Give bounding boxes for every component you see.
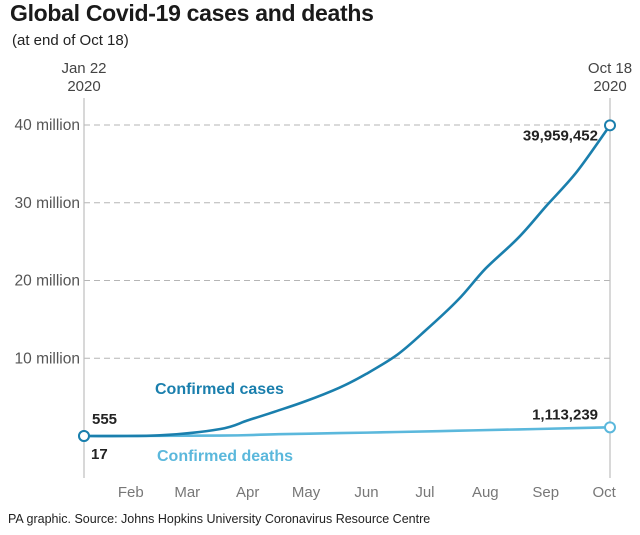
chart-subtitle: (at end of Oct 18)	[12, 32, 129, 49]
deaths-end-value: 1,113,239	[532, 406, 598, 423]
cases-series-label: Confirmed cases	[155, 381, 284, 398]
start-date-year: 2020	[67, 78, 100, 95]
cases-end-value: 39,959,452	[523, 127, 598, 144]
y-tick-label: 10 million	[15, 350, 80, 367]
grid-lines	[84, 124, 614, 359]
x-tick-label: Oct	[592, 484, 616, 501]
cases-line	[82, 124, 612, 438]
cases-start-value: 555	[92, 411, 117, 428]
deaths-line	[82, 426, 612, 438]
deaths-start-value: 17	[91, 446, 108, 463]
y-tick-label: 20 million	[15, 273, 80, 290]
x-tick-label: Aug	[472, 484, 499, 501]
x-tick-label: Apr	[236, 484, 259, 501]
value-labels: 555 17 39,959,452 1,113,239 Confirmed ca…	[91, 127, 598, 465]
x-tick-label: Sep	[532, 484, 559, 501]
series-lines	[78, 119, 616, 442]
cases-end-point	[604, 119, 616, 132]
x-tick-label: Jul	[415, 484, 434, 501]
x-tick-label: Feb	[118, 484, 144, 501]
end-date-label: Oct 18	[588, 60, 632, 77]
deaths-end-point	[604, 421, 616, 434]
source-note: PA graphic. Source: Johns Hopkins Univer…	[8, 512, 431, 526]
x-tick-label: Jun	[354, 484, 378, 501]
x-axis-ticks: Feb Mar Apr May Jun Jul Aug Sep Oct	[118, 484, 617, 501]
x-tick-label: Mar	[174, 484, 200, 501]
deaths-series-label: Confirmed deaths	[157, 448, 293, 465]
date-markers: Jan 22 2020 Oct 18 2020	[61, 60, 632, 478]
y-axis-ticks: 10 million 20 million 30 million 40 million	[15, 117, 80, 367]
end-date-year: 2020	[593, 78, 626, 95]
y-tick-label: 30 million	[15, 195, 80, 212]
start-date-label: Jan 22	[61, 60, 106, 77]
x-tick-label: May	[292, 484, 321, 501]
y-tick-label: 40 million	[15, 117, 80, 134]
cases-start-point	[78, 429, 90, 442]
chart-title: Global Covid-19 cases and deaths	[10, 0, 374, 26]
